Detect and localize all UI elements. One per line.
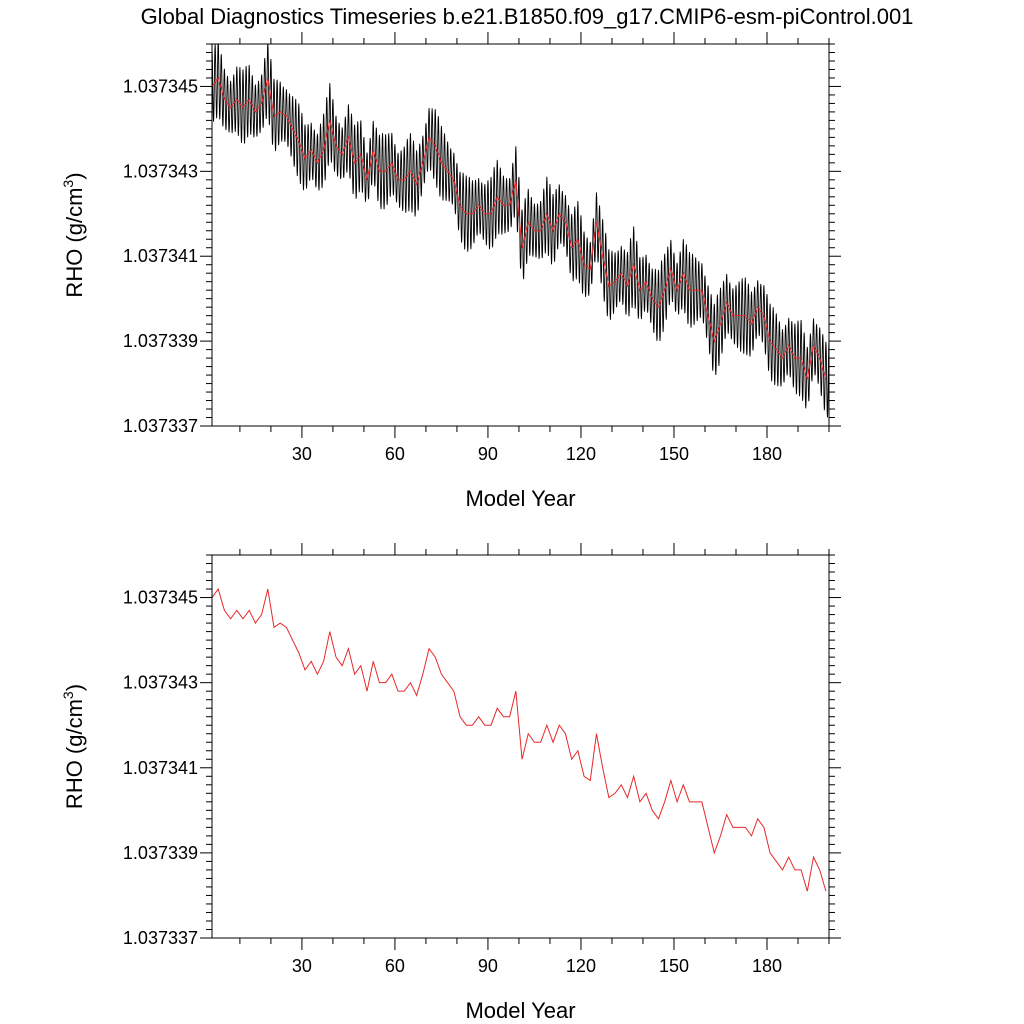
y-tick-label: 1.037339 [123, 331, 198, 351]
figure-title: Global Diagnostics Timeseries b.e21.B185… [141, 4, 914, 29]
y-tick-label: 1.037343 [123, 673, 198, 693]
y-tick-label: 1.037341 [123, 758, 198, 778]
x-axis-label: Model Year [465, 486, 575, 511]
y-tick-label: 1.037341 [123, 246, 198, 266]
series-annual-line [212, 587, 827, 892]
y-tick-label: 1.037343 [123, 161, 198, 181]
plot-frame [211, 554, 830, 939]
y-tick-label: 1.037345 [123, 588, 198, 608]
y-axis-label: RHO (g/cm3) [60, 172, 87, 297]
plot-frame [211, 43, 830, 427]
series-annual-line [212, 76, 827, 380]
x-tick-label: 150 [659, 444, 689, 464]
x-tick-label: 30 [292, 444, 312, 464]
x-tick-label: 120 [566, 956, 596, 976]
x-tick-label: 180 [752, 956, 782, 976]
y-tick-label: 1.037337 [123, 416, 198, 436]
plot-annual-only: 30 60 90 120 150 180 1.037337 1.037339 1.037341 1… [60, 543, 841, 1023]
x-tick-label: 60 [385, 444, 405, 464]
x-tick-label: 120 [566, 444, 596, 464]
y-tick-label: 1.037337 [123, 928, 198, 948]
x-tick-label: 150 [659, 956, 689, 976]
x-tick-label: 90 [478, 956, 498, 976]
plot-monthly-and-annual: 30 60 90 120 150 180 1.037337 1.037339 1.037341 1… [60, 32, 841, 511]
series-monthly-line [212, 44, 829, 418]
y-tick-label: 1.037345 [123, 76, 198, 96]
x-axis-label: Model Year [465, 998, 575, 1023]
y-axis-label: RHO (g/cm3) [60, 684, 87, 809]
x-tick-label: 30 [292, 956, 312, 976]
x-tick-label: 60 [385, 956, 405, 976]
x-tick-label: 180 [752, 444, 782, 464]
x-tick-label: 90 [478, 444, 498, 464]
y-tick-label: 1.037339 [123, 843, 198, 863]
